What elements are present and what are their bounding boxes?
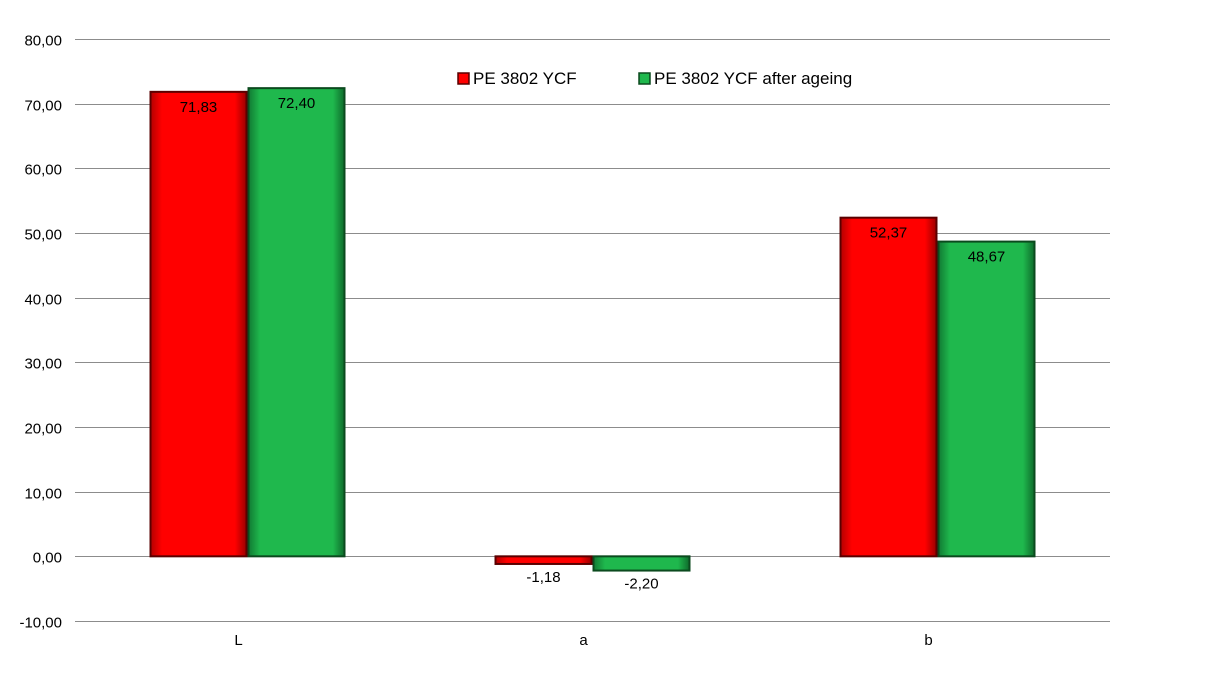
bar-b-series-2	[937, 240, 1036, 558]
y-tick-label: 80,00	[24, 33, 62, 50]
y-tick-label: 60,00	[24, 162, 62, 179]
bar-a-series-2	[592, 555, 691, 572]
y-tick-label: 30,00	[24, 356, 62, 373]
y-tick-label: 70,00	[24, 98, 62, 115]
y-tick-label: 10,00	[24, 486, 62, 503]
bar-a-series-1	[494, 555, 593, 565]
x-tick-label: L	[234, 632, 242, 649]
bar-L-series-2	[247, 87, 346, 558]
y-tick-label: -10,00	[19, 615, 62, 632]
legend-label: PE 3802 YCF	[473, 69, 577, 88]
bar-b-series-1	[839, 216, 938, 558]
data-label: 72,40	[278, 95, 316, 112]
data-label: -1,18	[526, 569, 560, 586]
x-tick-label: b	[924, 632, 932, 649]
y-axis-ticks: 80,00 70,00 60,00 50,00 40,00 30,00 20,00 10,00…	[19, 33, 62, 632]
y-tick-label: 40,00	[24, 292, 62, 309]
legend-swatch	[638, 72, 651, 85]
bar-L-series-1	[149, 90, 248, 558]
data-labels: 71,83 72,40 -1,18 -2,20 52,37 48,67	[180, 95, 1006, 592]
data-label: -2,20	[624, 576, 658, 593]
legend-swatch	[457, 72, 470, 85]
data-label: 48,67	[968, 249, 1006, 266]
legend-label: PE 3802 YCF after ageing	[654, 69, 852, 88]
bars	[149, 87, 1036, 572]
data-label: 52,37	[870, 225, 908, 242]
y-tick-label: 20,00	[24, 421, 62, 438]
x-tick-label: a	[579, 632, 588, 649]
legend: PE 3802 YCF PE 3802 YCF after ageing	[457, 69, 852, 88]
data-label: 71,83	[180, 99, 218, 116]
y-tick-label: 0,00	[33, 550, 62, 567]
y-tick-label: 50,00	[24, 227, 62, 244]
